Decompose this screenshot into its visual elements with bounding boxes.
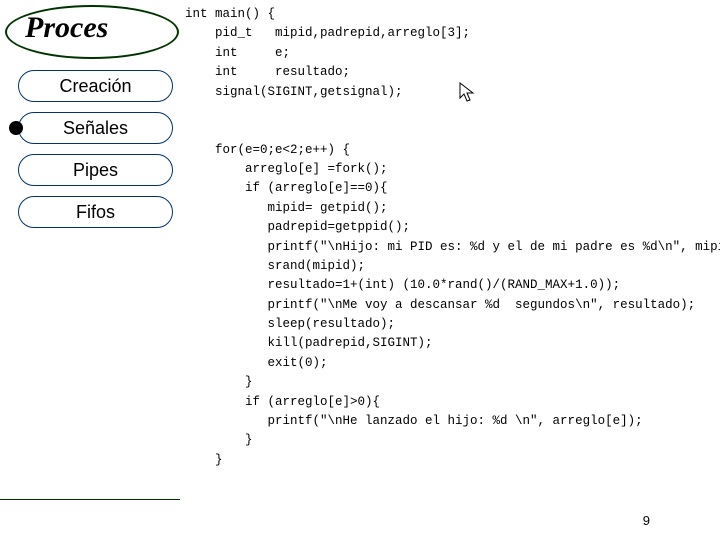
sidebar: Proces Creación Señales Pipes Fifos: [10, 5, 175, 238]
code-listing: int main() { pid_t mipid,padrepid,arregl…: [185, 5, 715, 470]
sidebar-item-pipes[interactable]: Pipes: [18, 154, 173, 186]
active-bullet-icon: [9, 121, 23, 135]
sidebar-item-label: Pipes: [73, 160, 118, 181]
sidebar-item-fifos[interactable]: Fifos: [18, 196, 173, 228]
page-number: 9: [643, 513, 650, 528]
sidebar-item-creacion[interactable]: Creación: [18, 70, 173, 102]
page-title: Proces: [25, 11, 108, 45]
sidebar-item-label: Señales: [63, 118, 128, 139]
cursor-icon: [459, 82, 477, 104]
title-container: Proces: [10, 5, 175, 60]
sidebar-item-label: Creación: [59, 76, 131, 97]
baseline-rule: [0, 499, 180, 501]
sidebar-item-senales[interactable]: Señales: [18, 112, 173, 144]
sidebar-item-label: Fifos: [76, 202, 115, 223]
